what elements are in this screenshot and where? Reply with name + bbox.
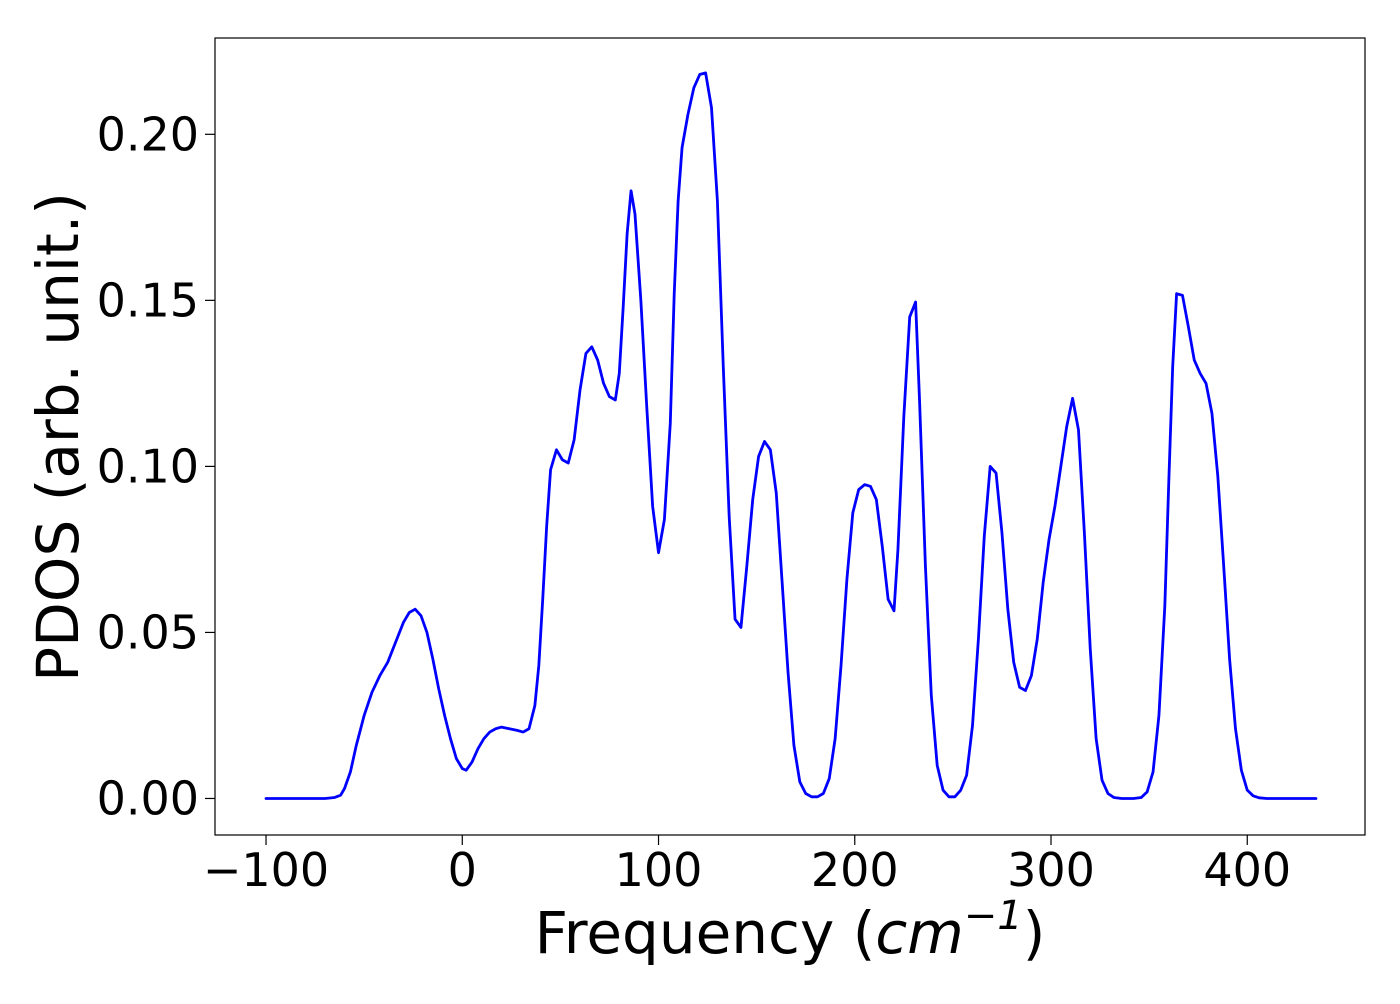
plot-area [215, 38, 1365, 835]
x-tick-label: 300 [1007, 843, 1095, 897]
y-axis-label: PDOS (arb. unit.) [24, 192, 92, 682]
x-tick-label: −100 [203, 843, 329, 897]
y-tick-label: 0.10 [97, 439, 199, 493]
x-axis-label: Frequency (cm−1) [535, 893, 1046, 967]
x-axis-label-exponent: −1 [964, 893, 1023, 939]
plot-frame [214, 37, 1366, 836]
y-tick-label: 0.15 [97, 273, 199, 327]
axes: −100 0 100 200 300 400 0.00 0.05 0.10 0.15 0.20 [97, 37, 1366, 897]
plot-background [215, 38, 1365, 835]
x-axis-label-suffix: ) [1023, 899, 1046, 967]
x-axis-label-unit: cm [875, 899, 963, 967]
series-line-0 [264, 71, 1318, 800]
x-axis-label-prefix: Frequency ( [535, 899, 876, 967]
x-tick-label: 100 [615, 843, 703, 897]
y-tick-label: 0.00 [97, 771, 199, 825]
x-tick-label: 400 [1203, 843, 1291, 897]
x-tick-label: 0 [448, 843, 477, 897]
y-tick-label: 0.05 [97, 605, 199, 659]
y-tick-label: 0.20 [97, 107, 199, 161]
x-tick-label: 200 [811, 843, 899, 897]
